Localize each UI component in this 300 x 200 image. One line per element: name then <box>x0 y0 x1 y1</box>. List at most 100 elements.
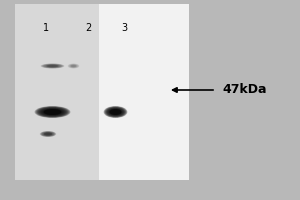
Ellipse shape <box>110 109 121 115</box>
Ellipse shape <box>45 64 60 68</box>
Bar <box>33 4 38 180</box>
Ellipse shape <box>46 65 58 67</box>
Ellipse shape <box>42 64 63 68</box>
Ellipse shape <box>46 65 59 67</box>
Ellipse shape <box>47 110 58 114</box>
Ellipse shape <box>109 109 122 115</box>
Ellipse shape <box>106 107 125 117</box>
Ellipse shape <box>106 107 125 117</box>
Bar <box>87 4 92 180</box>
Ellipse shape <box>36 107 69 117</box>
Ellipse shape <box>112 110 119 114</box>
Ellipse shape <box>44 109 62 115</box>
Ellipse shape <box>105 107 126 117</box>
Ellipse shape <box>43 64 62 68</box>
Ellipse shape <box>40 108 64 116</box>
Ellipse shape <box>39 108 66 116</box>
Bar <box>28 4 33 180</box>
Ellipse shape <box>41 132 55 136</box>
Bar <box>74 4 78 180</box>
Ellipse shape <box>106 107 125 117</box>
Ellipse shape <box>46 110 58 114</box>
Ellipse shape <box>110 109 122 115</box>
Ellipse shape <box>42 132 54 136</box>
Ellipse shape <box>107 108 124 116</box>
Ellipse shape <box>44 64 61 68</box>
Ellipse shape <box>70 65 76 67</box>
Ellipse shape <box>39 107 66 117</box>
Ellipse shape <box>48 110 57 114</box>
Ellipse shape <box>46 65 58 67</box>
Ellipse shape <box>41 108 64 116</box>
Text: 1: 1 <box>44 23 50 33</box>
Ellipse shape <box>42 109 63 115</box>
Ellipse shape <box>40 131 56 137</box>
Text: 2: 2 <box>85 23 91 33</box>
Ellipse shape <box>38 107 67 117</box>
Ellipse shape <box>43 132 53 136</box>
Ellipse shape <box>110 109 122 115</box>
Bar <box>42 4 46 180</box>
Ellipse shape <box>109 109 122 115</box>
Bar <box>60 4 64 180</box>
Ellipse shape <box>43 109 62 115</box>
Ellipse shape <box>112 110 119 114</box>
Text: 3: 3 <box>122 23 128 33</box>
Ellipse shape <box>44 109 62 115</box>
Ellipse shape <box>36 106 69 118</box>
Ellipse shape <box>108 108 123 116</box>
Ellipse shape <box>42 132 54 136</box>
Ellipse shape <box>43 64 62 68</box>
Ellipse shape <box>40 131 56 137</box>
Ellipse shape <box>107 108 124 116</box>
Ellipse shape <box>45 109 60 115</box>
Ellipse shape <box>44 132 52 136</box>
Ellipse shape <box>34 106 70 118</box>
Ellipse shape <box>45 110 60 114</box>
Ellipse shape <box>44 64 61 68</box>
Ellipse shape <box>43 64 62 68</box>
Bar <box>38 4 42 180</box>
Ellipse shape <box>38 107 68 117</box>
Ellipse shape <box>103 106 127 118</box>
Bar <box>78 4 82 180</box>
Ellipse shape <box>105 107 126 117</box>
Ellipse shape <box>40 131 56 137</box>
Ellipse shape <box>111 110 120 114</box>
Bar <box>51 4 56 180</box>
Bar <box>99 4 189 180</box>
Ellipse shape <box>43 132 53 136</box>
Ellipse shape <box>43 132 53 136</box>
Ellipse shape <box>37 107 68 117</box>
Ellipse shape <box>44 64 61 68</box>
Bar <box>46 4 51 180</box>
Ellipse shape <box>111 110 120 114</box>
Bar <box>100 4 105 180</box>
Ellipse shape <box>44 132 52 136</box>
Ellipse shape <box>44 133 52 135</box>
Bar <box>20 4 24 180</box>
Ellipse shape <box>42 108 63 116</box>
Bar <box>96 4 100 180</box>
Ellipse shape <box>44 109 61 115</box>
Text: 47kDa: 47kDa <box>222 83 266 96</box>
Ellipse shape <box>41 64 64 68</box>
Bar <box>82 4 87 180</box>
Ellipse shape <box>40 64 64 68</box>
Ellipse shape <box>35 106 70 118</box>
Bar <box>24 4 28 180</box>
Ellipse shape <box>42 64 63 68</box>
Ellipse shape <box>44 132 52 136</box>
Ellipse shape <box>41 131 55 137</box>
Bar <box>92 4 96 180</box>
Ellipse shape <box>46 65 59 67</box>
Ellipse shape <box>104 106 127 118</box>
Ellipse shape <box>104 106 127 118</box>
Ellipse shape <box>40 131 56 137</box>
Ellipse shape <box>68 64 80 68</box>
Bar <box>15 4 20 180</box>
Ellipse shape <box>42 132 54 136</box>
Bar <box>56 4 60 180</box>
Ellipse shape <box>46 110 59 114</box>
Ellipse shape <box>45 64 60 68</box>
